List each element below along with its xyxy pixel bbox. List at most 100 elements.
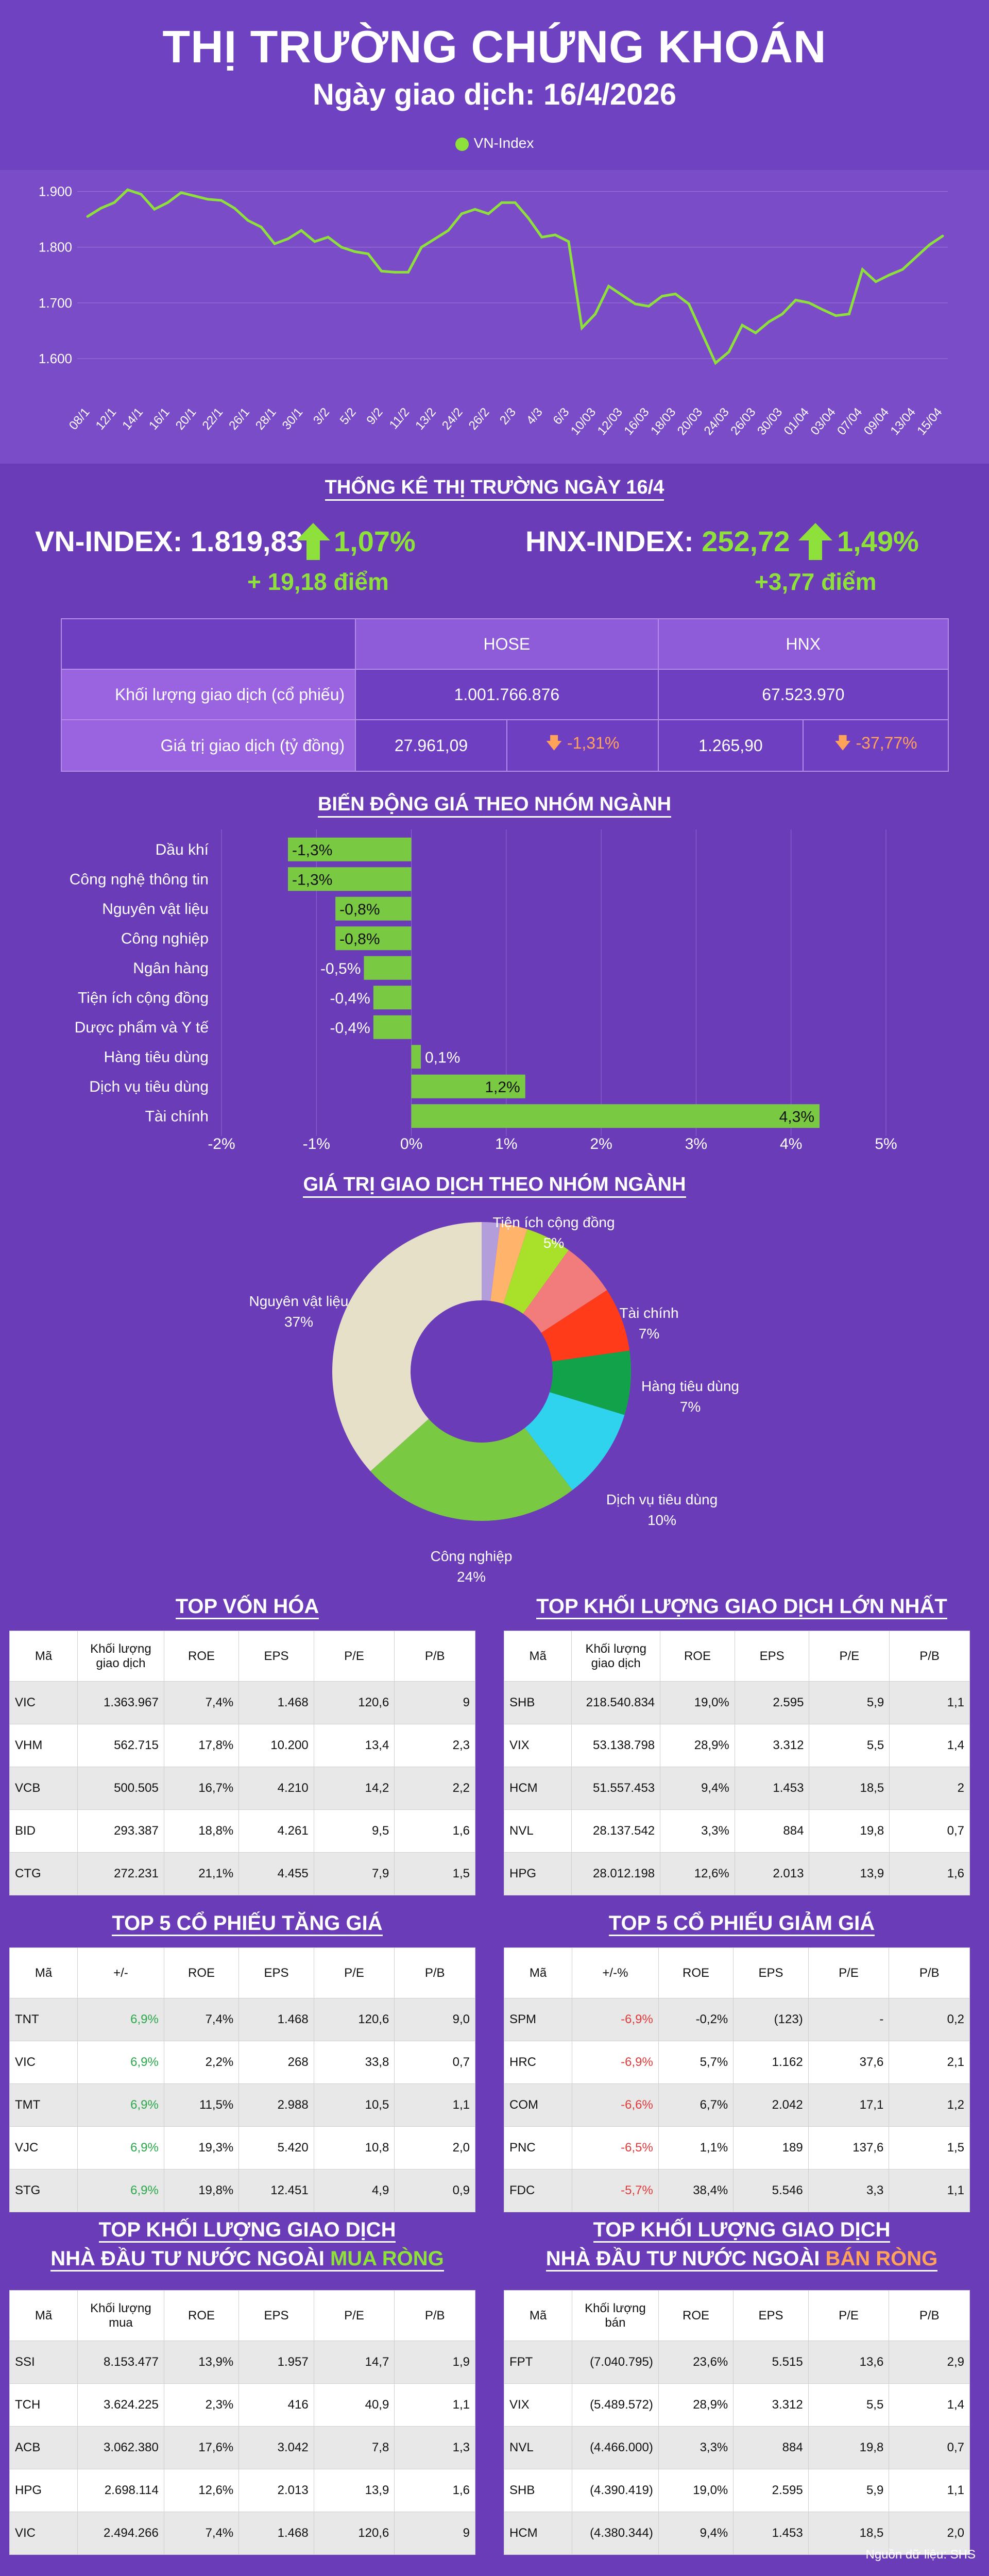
table-cell: 0,7 — [889, 2426, 970, 2469]
pie-percent-label: 7% — [639, 1326, 659, 1342]
table-row: HPG 2.698.114 12,6% 2.013 13,9 1,6 — [9, 2469, 475, 2512]
table-row: HPG 28.012.198 12,6% 2.013 13,9 1,6 — [503, 1852, 970, 1895]
hnxindex-value: 252,72 — [702, 525, 790, 557]
table-cell: VHM — [9, 1724, 78, 1767]
table-header-cell: P/B — [394, 2290, 475, 2341]
table-cell: 2,3% — [163, 2383, 240, 2427]
bar — [373, 986, 412, 1010]
line-point — [701, 332, 704, 335]
table-cell: 120,6 — [313, 2512, 395, 2555]
table-cell: 5.420 — [238, 2126, 314, 2170]
y-tick-label: 1.900 — [39, 184, 72, 199]
table-header-cell: P/B — [889, 1947, 970, 1998]
x-tick-label: 10/03 — [568, 405, 599, 438]
table-header-cell: P/E — [808, 1947, 890, 1998]
table-cell: 2,3 — [394, 1724, 475, 1767]
table-header-cell: Mã — [9, 2290, 78, 2341]
pie-slice — [523, 1250, 607, 1333]
bar-category-label: Dược phẩm và Y tế — [75, 1019, 209, 1036]
bar-value-label: -1,3% — [292, 871, 332, 888]
table-cell: 0,9 — [394, 2169, 475, 2212]
table-row: VIC 2.494.266 7,4% 1.468 120,6 9 — [9, 2512, 475, 2555]
table-header-cell: P/E — [808, 2290, 890, 2341]
line-point — [674, 293, 677, 296]
line-point — [99, 207, 103, 210]
line-point — [380, 269, 383, 273]
table-cell: 1,4 — [889, 2383, 970, 2427]
bar — [288, 867, 412, 891]
line-point — [808, 301, 811, 304]
table-cell: 3.624.225 — [77, 2383, 164, 2427]
table-cell: 17,1 — [808, 2083, 890, 2127]
table-cell: 2.013 — [238, 2469, 314, 2512]
table-cell: 4.210 — [238, 1767, 314, 1810]
line-point — [113, 201, 116, 204]
table-header-cell: EPS — [238, 2290, 314, 2341]
line-point — [180, 191, 183, 194]
table-cell: 5,9 — [808, 2469, 890, 2512]
table-cell: COM — [503, 2083, 573, 2127]
bar-x-tick-label: 3% — [685, 1136, 707, 1153]
table-header-cell: P/B — [889, 1631, 970, 1682]
table-cell: -6,9% — [572, 1998, 659, 2041]
table-cell: 7,4% — [163, 1681, 240, 1724]
table-row: TMT 6,9% 11,5% 2.988 10,5 1,1 — [9, 2083, 475, 2127]
table-cell: 28,9% — [660, 1724, 735, 1767]
line-point — [126, 188, 129, 191]
market-volume-label: Khối lượng giao dịch (cổ phiếu) — [60, 669, 356, 720]
bar-value-label: -0,4% — [330, 1020, 370, 1037]
bar-value-label: 1,2% — [485, 1079, 520, 1096]
table-cell: 6,9% — [77, 2126, 164, 2170]
sector-change-title: BIẾN ĐỘNG GIÁ THEO NHÓM NGÀNH — [0, 793, 989, 818]
line-point — [219, 199, 223, 202]
table-cell: -6,9% — [572, 2041, 659, 2084]
line-point — [420, 246, 423, 249]
x-tick-label: 20/03 — [675, 405, 705, 438]
table-cell: 884 — [734, 1809, 810, 1853]
table-cell: 6,9% — [77, 2169, 164, 2212]
bar-value-label: -0,4% — [330, 990, 370, 1007]
line-point — [874, 280, 877, 283]
table-header-cell: Khối lượng mua — [77, 2290, 164, 2341]
table-cell: 17,6% — [163, 2426, 240, 2469]
foreign-buy-title: TOP KHỐI LƯỢNG GIAO DỊCH NHÀ ĐẦU TƯ NƯỚC… — [0, 2215, 494, 2273]
table-cell: 2.595 — [733, 2469, 809, 2512]
line-point — [888, 274, 891, 277]
table-cell: STG — [9, 2169, 78, 2212]
line-point — [660, 295, 663, 298]
line-point — [273, 242, 276, 245]
table-cell: 1.453 — [733, 2512, 809, 2555]
table-cell: 2,0 — [889, 2512, 970, 2555]
table-cell: 10.200 — [238, 1724, 314, 1767]
table-cell: -0,2% — [658, 1998, 734, 2041]
table-cell: 1.468 — [238, 2512, 314, 2555]
pie-slice — [503, 1229, 569, 1314]
market-header-hnx: HNX — [657, 618, 949, 670]
pie-slice — [370, 1419, 573, 1521]
table-cell: 5,5 — [808, 2383, 890, 2427]
foreign-sell-title: TOP KHỐI LƯỢNG GIAO DỊCH NHÀ ĐẦU TƯ NƯỚC… — [494, 2215, 989, 2273]
hnxindex-pct: 1,49% — [837, 525, 919, 557]
table-cell: 9,0 — [394, 1998, 475, 2041]
table-cell: 12,6% — [660, 1852, 735, 1895]
table-row: HCM 51.557.453 9,4% 1.453 18,5 2 — [503, 1767, 970, 1810]
table-row: VIC 6,9% 2,2% 268 33,8 0,7 — [9, 2041, 475, 2084]
table-cell: 7,4% — [163, 1998, 240, 2041]
table-header-cell: P/B — [889, 2290, 970, 2341]
table-cell: 19,0% — [658, 2469, 734, 2512]
line-point — [394, 270, 397, 274]
table-cell: (4.466.000) — [572, 2426, 659, 2469]
bar-x-tick-label: 4% — [780, 1136, 802, 1153]
foreign-sell-title-line1: TOP KHỐI LƯỢNG GIAO DỊCH — [494, 2215, 989, 2244]
top-volume-title: TOP KHỐI LƯỢNG GIAO DỊCH LỚN NHẤT — [494, 1592, 989, 1621]
x-tick-label: 30/1 — [280, 405, 306, 433]
table-cell: 53.138.798 — [571, 1724, 661, 1767]
pie-percent-label: 5% — [543, 1235, 564, 1251]
bar-category-label: Hàng tiêu dùng — [104, 1048, 209, 1065]
bar-category-label: Công nghệ thông tin — [70, 871, 209, 888]
bar-category-label: Nguyên vật liệu — [102, 901, 209, 918]
table-cell: -6,6% — [572, 2083, 659, 2127]
table-header-row: Mã +/-% ROE EPS P/E P/B — [503, 1947, 970, 1998]
table-row: SHB 218.540.834 19,0% 2.595 5,9 1,1 — [503, 1681, 970, 1724]
table-header-cell: Mã — [9, 1947, 78, 1998]
